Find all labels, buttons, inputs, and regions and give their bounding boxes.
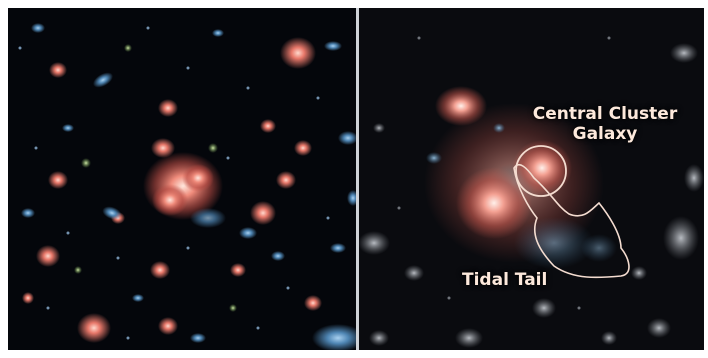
central-cluster-galaxy xyxy=(512,140,572,196)
central-cluster-label-line2: Galaxy xyxy=(572,124,638,144)
central-cluster-label-line1: Central Cluster xyxy=(532,104,678,124)
tidal-tail-outline xyxy=(513,163,630,279)
left-galaxy-field xyxy=(8,8,356,350)
tidal-tail xyxy=(514,217,594,269)
right-image-panel xyxy=(359,8,704,350)
panel-divider xyxy=(356,8,359,350)
left-image-panel xyxy=(8,8,356,350)
right-galaxy-closeup xyxy=(359,8,704,350)
central-cluster-galaxy-label: Central Cluster Galaxy xyxy=(530,104,680,144)
tidal-tail-label: Tidal Tail xyxy=(462,270,548,290)
central-cluster-outline xyxy=(515,145,567,197)
